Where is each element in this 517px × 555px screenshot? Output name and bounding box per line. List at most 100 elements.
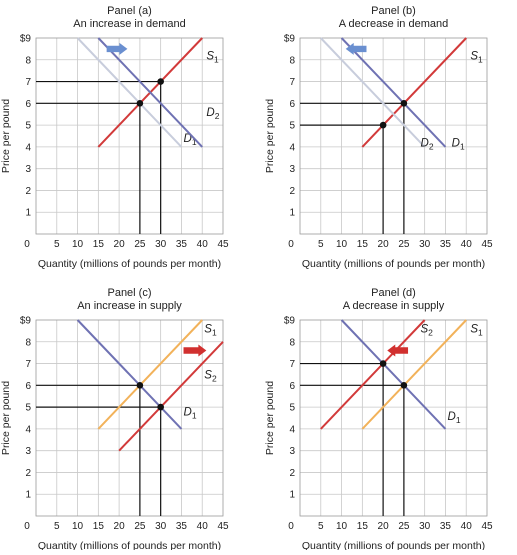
x-tick-label: 30 xyxy=(155,239,167,250)
y-tick-label: 6 xyxy=(289,381,295,392)
curve-label-subscript: 1 xyxy=(214,54,219,64)
curve-s1 xyxy=(361,319,467,430)
x-tick-label: 30 xyxy=(155,521,167,532)
curve-label-subscript: 1 xyxy=(456,415,461,425)
plot-frame xyxy=(35,37,224,235)
x-tick-label: 40 xyxy=(461,239,473,250)
y-tick-label: 3 xyxy=(25,446,31,457)
curve-label-letter: S xyxy=(421,324,429,336)
curve-label-subscript: 2 xyxy=(429,142,434,152)
curve-label-subscript: 2 xyxy=(428,328,433,338)
plot-frame xyxy=(299,319,488,517)
curve-label-d1: D1 xyxy=(184,133,197,147)
x-axis-label: Quantity (millions of pounds per month) xyxy=(38,540,221,550)
x-tick-label: 35 xyxy=(440,239,452,250)
curve-label-s1: S1 xyxy=(206,50,219,64)
shift-arrow-left xyxy=(345,42,367,55)
x-tick-label: 45 xyxy=(481,239,493,250)
curve-d1 xyxy=(340,37,447,148)
curve-d1 xyxy=(76,319,183,430)
x-tick-label: 45 xyxy=(481,521,493,532)
x-tick-label: 25 xyxy=(398,239,410,250)
x-tick-label: 5 xyxy=(54,239,60,250)
y-tick-label: 1 xyxy=(289,208,295,219)
x-tick-label: 20 xyxy=(114,521,126,532)
plot-frame xyxy=(35,319,224,517)
y-tick-label: 6 xyxy=(289,99,295,110)
equilibrium-point xyxy=(136,382,144,389)
curve-label-subscript: 2 xyxy=(215,111,220,121)
curve-label-subscript: 2 xyxy=(212,373,217,383)
y-tick-label: 6 xyxy=(25,99,31,110)
x-tick-label: 40 xyxy=(461,521,473,532)
y-tick-label: 1 xyxy=(25,208,31,219)
y-axis-label: Price per pound xyxy=(0,99,12,173)
curve-label-subscript: 1 xyxy=(192,137,197,147)
curve-label-letter: D xyxy=(421,138,429,150)
curve-label-letter: D xyxy=(206,107,214,119)
curve-label-d1: D1 xyxy=(452,138,465,152)
panel-subtitle: An increase in demand xyxy=(73,18,186,30)
curve-d2 xyxy=(320,37,426,148)
curve-s1 xyxy=(361,37,467,148)
x-tick-label: 40 xyxy=(197,521,209,532)
x-tick-label: 10 xyxy=(336,239,348,250)
plot-frame xyxy=(299,37,488,235)
curve-label-letter: S xyxy=(470,50,478,62)
curve-label-d1: D1 xyxy=(184,406,197,420)
y-tick-label: 1 xyxy=(289,490,295,501)
y-tick-label: 7 xyxy=(25,77,31,88)
x-tick-label: 15 xyxy=(357,239,369,250)
y-tick-label: 5 xyxy=(289,121,295,132)
y-axis-label: Price per pound xyxy=(0,381,12,455)
curve-label-s2: S2 xyxy=(421,324,434,338)
x-tick-label: 45 xyxy=(217,521,229,532)
y-tick-label: 8 xyxy=(25,337,31,348)
y-tick-label: $9 xyxy=(20,316,32,327)
x-tick-label: 0 xyxy=(288,239,294,250)
equilibrium-point xyxy=(136,100,144,107)
curve-label-letter: D xyxy=(452,138,460,150)
x-tick-label: 5 xyxy=(54,521,60,532)
x-tick-label: 25 xyxy=(134,239,146,250)
x-tick-label: 25 xyxy=(398,521,410,532)
y-tick-label: 2 xyxy=(25,186,31,197)
x-tick-label: 20 xyxy=(378,521,390,532)
y-tick-label: 4 xyxy=(25,142,31,153)
equilibrium-point xyxy=(157,78,164,85)
curve-label-s2: S2 xyxy=(204,369,217,383)
x-tick-label: 40 xyxy=(197,239,209,250)
panel-b: Panel (b)A decrease in demand$9876543210… xyxy=(264,5,493,270)
x-tick-label: 0 xyxy=(24,239,30,250)
y-tick-label: 4 xyxy=(289,424,295,435)
x-axis-label: Quantity (millions of pounds per month) xyxy=(38,258,221,270)
x-tick-label: 45 xyxy=(217,239,229,250)
y-tick-label: 7 xyxy=(289,359,295,370)
x-axis-label: Quantity (millions of pounds per month) xyxy=(302,258,485,270)
x-tick-label: 15 xyxy=(357,521,369,532)
panel-subtitle: A decrease in supply xyxy=(343,300,445,312)
curve-label-s1: S1 xyxy=(204,324,217,338)
x-tick-label: 10 xyxy=(72,521,84,532)
x-tick-label: 10 xyxy=(72,239,84,250)
panel-title: Panel (b) xyxy=(371,5,416,17)
equilibrium-point xyxy=(400,100,408,107)
gridlines xyxy=(36,38,223,234)
x-tick-label: 25 xyxy=(134,521,146,532)
curve-label-s1: S1 xyxy=(470,324,483,338)
curve-label-subscript: 1 xyxy=(478,328,483,338)
curve-label-subscript: 1 xyxy=(212,328,217,338)
panel-d: Panel (d)A decrease in supply$9876543210… xyxy=(264,287,493,552)
curve-label-d2: D2 xyxy=(206,107,219,121)
x-axis-label: Quantity (millions of pounds per month) xyxy=(302,540,485,550)
x-tick-label: 5 xyxy=(318,521,324,532)
y-tick-label: 3 xyxy=(289,446,295,457)
gridlines xyxy=(300,38,487,234)
y-tick-label: 5 xyxy=(289,403,295,414)
curve-s2 xyxy=(118,341,224,452)
x-tick-label: 35 xyxy=(440,521,452,532)
y-tick-label: 5 xyxy=(25,403,31,414)
curve-label-letter: S xyxy=(470,324,478,336)
panel-a: Panel (a)An increase in demand $9 8 7 6 5 4 3 2 1… xyxy=(0,5,229,270)
